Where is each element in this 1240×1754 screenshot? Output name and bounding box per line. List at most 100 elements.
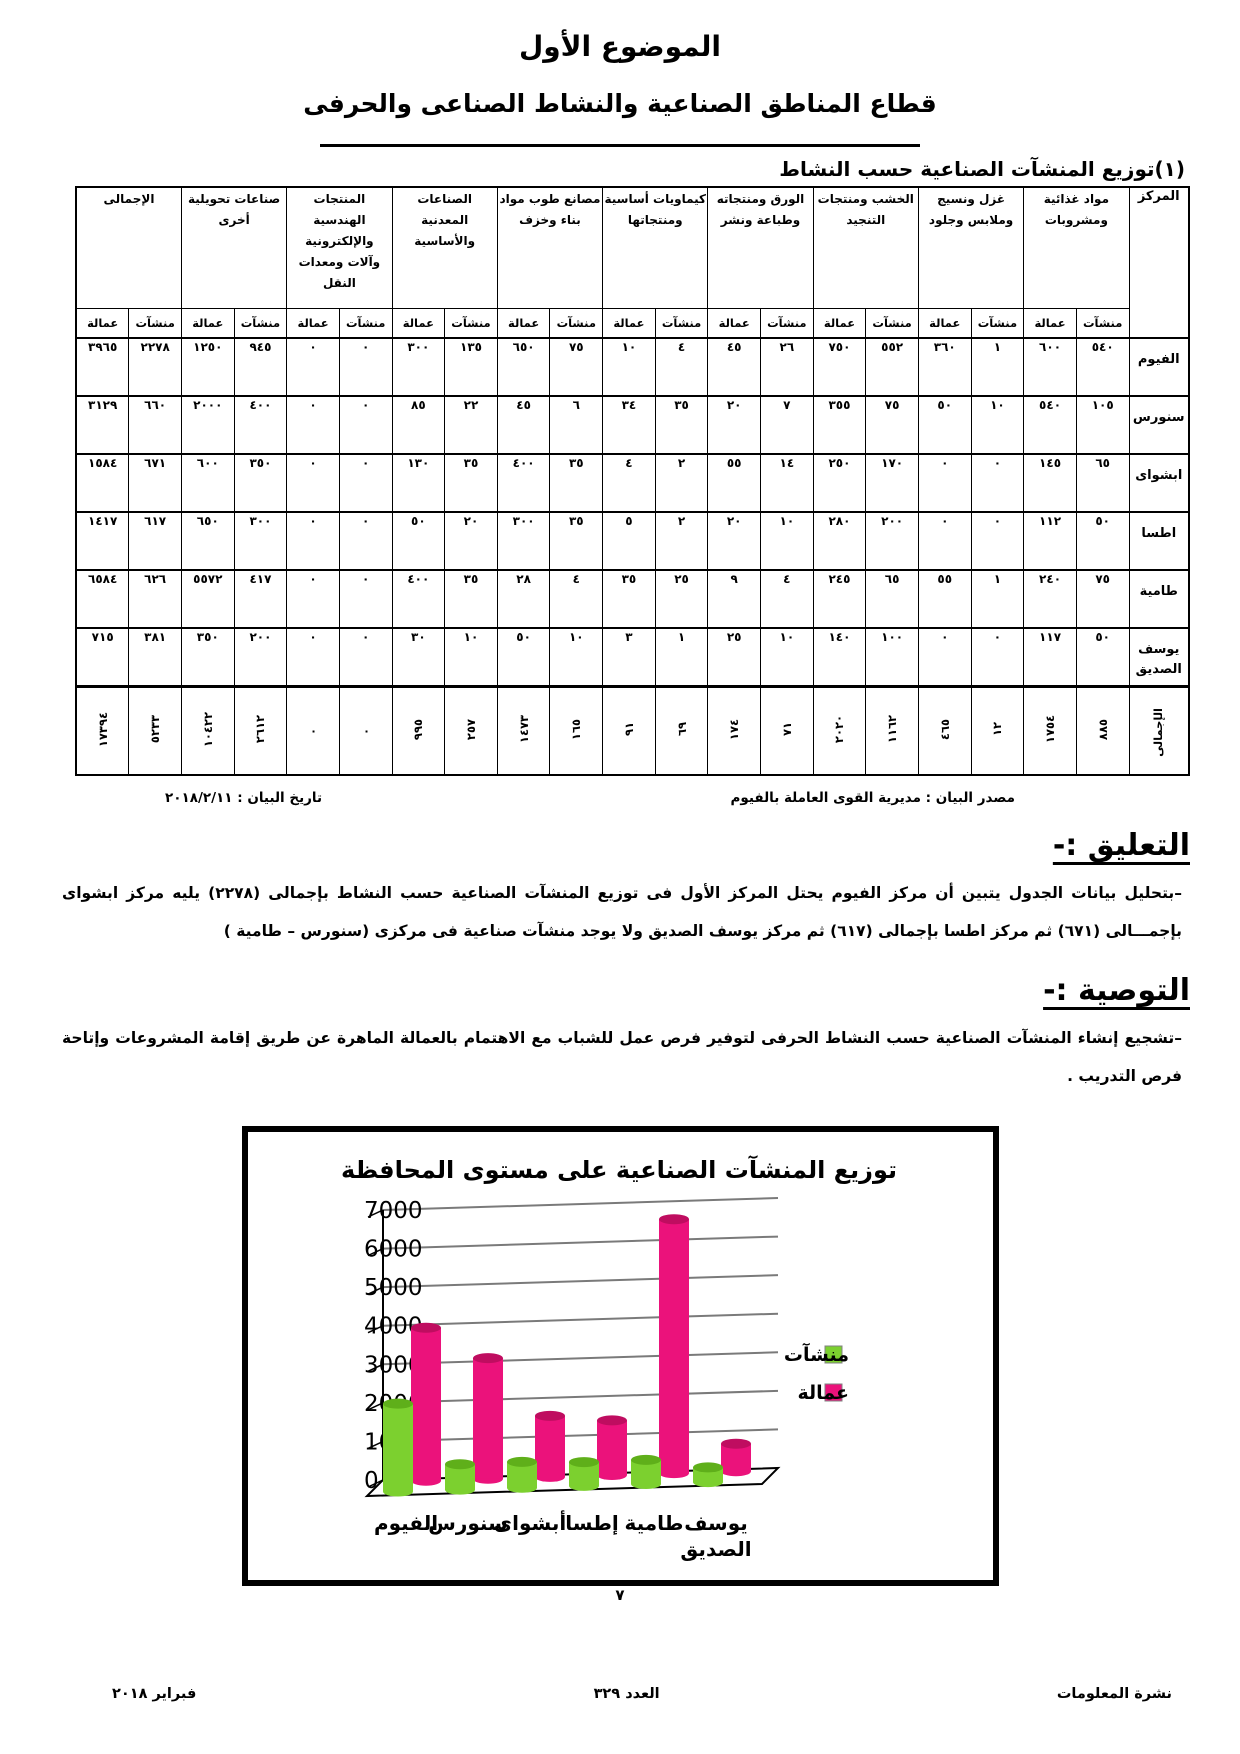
cell-labor: ٦٠٠ bbox=[180, 453, 235, 513]
cell-labor: ٢٠ bbox=[707, 511, 762, 571]
bar-عمالة-1 bbox=[472, 1352, 503, 1484]
col-header-1: غزل ونسيج وملابس وجلود bbox=[917, 186, 1025, 309]
source-line: مصدر البيان : مديرية القوى العاملة بالفي… bbox=[0, 776, 1240, 806]
y-tick bbox=[367, 1286, 383, 1295]
gridline bbox=[382, 1428, 778, 1443]
cell-labor: ٥٤٠ bbox=[1023, 395, 1077, 455]
cell-facilities: ١٠٥ bbox=[1075, 395, 1130, 455]
cell-labor: ٢٨٠ bbox=[812, 511, 867, 571]
cell-facilities: ٢٠٠ bbox=[865, 511, 919, 571]
cell-labor: ٢٨ bbox=[496, 569, 551, 629]
cell-facilities: ١ bbox=[970, 337, 1025, 397]
cell-labor: ٠ bbox=[286, 627, 340, 687]
cell-facilities: ٣٥ bbox=[549, 453, 604, 513]
cell-labor: ٥ bbox=[602, 511, 656, 571]
cell-labor: ٦٥٨٤ bbox=[75, 569, 130, 629]
col-header-9: الإجمالى bbox=[75, 186, 182, 309]
cell-labor: ٨٥ bbox=[391, 395, 446, 455]
cell-facilities: ١٠ bbox=[760, 511, 814, 571]
cell-facilities: ٢ bbox=[654, 453, 709, 513]
table-row-0: الفيوم ٥٤٠ ٦٠٠ ١ ٣٦٠ ٥٥٢ ٧٥٠ ٢٦ ٤٥ ٤ ١٠ ٧٥ ٦٥٠ ١٣٥ ٣٠٠… bbox=[75, 337, 1190, 397]
bar-منشآت-2 bbox=[506, 1456, 537, 1493]
cell-labor: ٧١٥ bbox=[75, 627, 130, 687]
gridline bbox=[382, 1274, 778, 1289]
cell-facilities: ٧٥ bbox=[865, 395, 919, 455]
cell-facilities: ١٣٥ bbox=[444, 337, 498, 397]
legend-item-منشآت: منشآت bbox=[783, 1342, 848, 1366]
cell-labor: ٣ bbox=[602, 627, 656, 687]
cell-facilities: ٤ bbox=[549, 569, 604, 629]
x-axis-label: إطسا bbox=[565, 1511, 619, 1535]
cell-facilities: ٧٥ bbox=[1075, 569, 1130, 629]
total-labor: ٢٠٢٠ bbox=[812, 685, 867, 776]
cell-facilities: ٤١٧ bbox=[233, 569, 288, 629]
subcol-facilities-6: منشآت bbox=[444, 308, 498, 339]
cell-facilities: ٠ bbox=[970, 453, 1025, 513]
cell-labor: ١٤١٧ bbox=[75, 511, 130, 571]
bar-منشآت-5 bbox=[692, 1462, 723, 1488]
table-row-4: طامية ٧٥ ٢٤٠ ١ ٥٥ ٦٥ ٢٤٥ ٤ ٩ ٢٥ ٣٥ ٤ ٢٨ ٣٥ ٤٠٠ ٠ ٠ ٤١٧ ٥٥٧… bbox=[75, 569, 1190, 629]
cell-labor: ٢٥٠ bbox=[812, 453, 867, 513]
cell-labor: ٤٠٠ bbox=[496, 453, 551, 513]
data-source: مصدر البيان : مديرية القوى العاملة بالفي… bbox=[730, 790, 1015, 806]
subcol-facilities-2: منشآت bbox=[865, 308, 919, 339]
y-tick bbox=[367, 1247, 383, 1257]
cell-facilities: ٥٤٠ bbox=[1075, 337, 1130, 397]
cell-labor: ١٥٨٤ bbox=[75, 453, 130, 513]
bar-منشآت-0 bbox=[382, 1398, 413, 1497]
footer-issue: العدد ٣٢٩ bbox=[593, 1686, 660, 1702]
cell-labor: ٥٥ bbox=[917, 569, 972, 629]
cell-facilities: ٣٥ bbox=[549, 511, 604, 571]
total-labor: ١٧٤ bbox=[707, 685, 762, 776]
x-axis-label: طامية bbox=[624, 1511, 683, 1535]
cell-facilities: ٠ bbox=[970, 627, 1025, 687]
total-facilities: ٠ bbox=[338, 685, 393, 776]
y-tick bbox=[367, 1209, 383, 1218]
cell-labor: ٠ bbox=[286, 569, 340, 629]
cell-labor: ٩ bbox=[707, 569, 762, 629]
cell-facilities: ١٠ bbox=[549, 627, 604, 687]
cell-labor: ١١٢ bbox=[1023, 511, 1077, 571]
subcol-labor-5: عمالة bbox=[496, 308, 551, 339]
x-axis-label: يوسف bbox=[684, 1511, 748, 1535]
cell-labor: ٣٥٠ bbox=[180, 627, 235, 687]
bar-منشآت-4 bbox=[630, 1454, 661, 1489]
comment-heading: التعليق :- bbox=[1052, 828, 1190, 863]
subcol-facilities-4: منشآت bbox=[654, 308, 709, 339]
y-tick bbox=[367, 1363, 383, 1372]
col-header-6: الصناعات المعدنية والأساسية bbox=[391, 186, 498, 309]
cell-labor: ٣٩٦٥ bbox=[75, 337, 130, 397]
footer-date: فبراير ٢٠١٨ bbox=[112, 1686, 197, 1702]
cell-labor: ١٤٥ bbox=[1023, 453, 1077, 513]
total-facilities: ٦٩ bbox=[654, 685, 709, 776]
subcol-labor-1: عمالة bbox=[917, 308, 972, 339]
col-header-8: صناعات تحويلية أخرى bbox=[180, 186, 288, 309]
subcol-facilities-8: منشآت bbox=[233, 308, 288, 339]
cell-labor: ٣٠٠ bbox=[391, 337, 446, 397]
subcol-labor-6: عمالة bbox=[391, 308, 446, 339]
page-subtitle: قطاع المناطق الصناعية والنشاط الصناعى وا… bbox=[303, 89, 937, 118]
recommendation-heading: التوصية :- bbox=[1043, 972, 1190, 1008]
total-labor: ٤٦٥ bbox=[917, 685, 972, 776]
gridline bbox=[382, 1351, 778, 1366]
cell-facilities: ١٠ bbox=[760, 627, 814, 687]
x-axis-label: سنورس bbox=[428, 1511, 507, 1535]
title-divider bbox=[320, 144, 920, 147]
row-label: الفيوم bbox=[1128, 337, 1190, 397]
cell-facilities: ٢٥ bbox=[654, 569, 709, 629]
y-axis-label: 6000 bbox=[364, 1236, 423, 1262]
cell-labor: ١٠ bbox=[602, 337, 656, 397]
subcol-labor-9: عمالة bbox=[75, 308, 130, 339]
cell-facilities: ٢ bbox=[654, 511, 709, 571]
cell-facilities: ٦٢٦ bbox=[128, 569, 182, 629]
cell-facilities: ٢٠٠ bbox=[233, 627, 288, 687]
total-facilities: ١١٦٢ bbox=[865, 685, 919, 776]
cell-labor: ٦٠٠ bbox=[1023, 337, 1077, 397]
row-label: سنورس bbox=[1128, 395, 1190, 455]
cell-facilities: ٥٠ bbox=[1075, 511, 1130, 571]
header: الموضوع الأول قطاع المناطق الصناعية والن… bbox=[0, 0, 1240, 147]
cell-labor: ٦٥٠ bbox=[180, 511, 235, 571]
page-title: الموضوع الأول bbox=[518, 30, 722, 63]
cell-facilities: ٠ bbox=[970, 511, 1025, 571]
cell-facilities: ٠ bbox=[338, 569, 393, 629]
